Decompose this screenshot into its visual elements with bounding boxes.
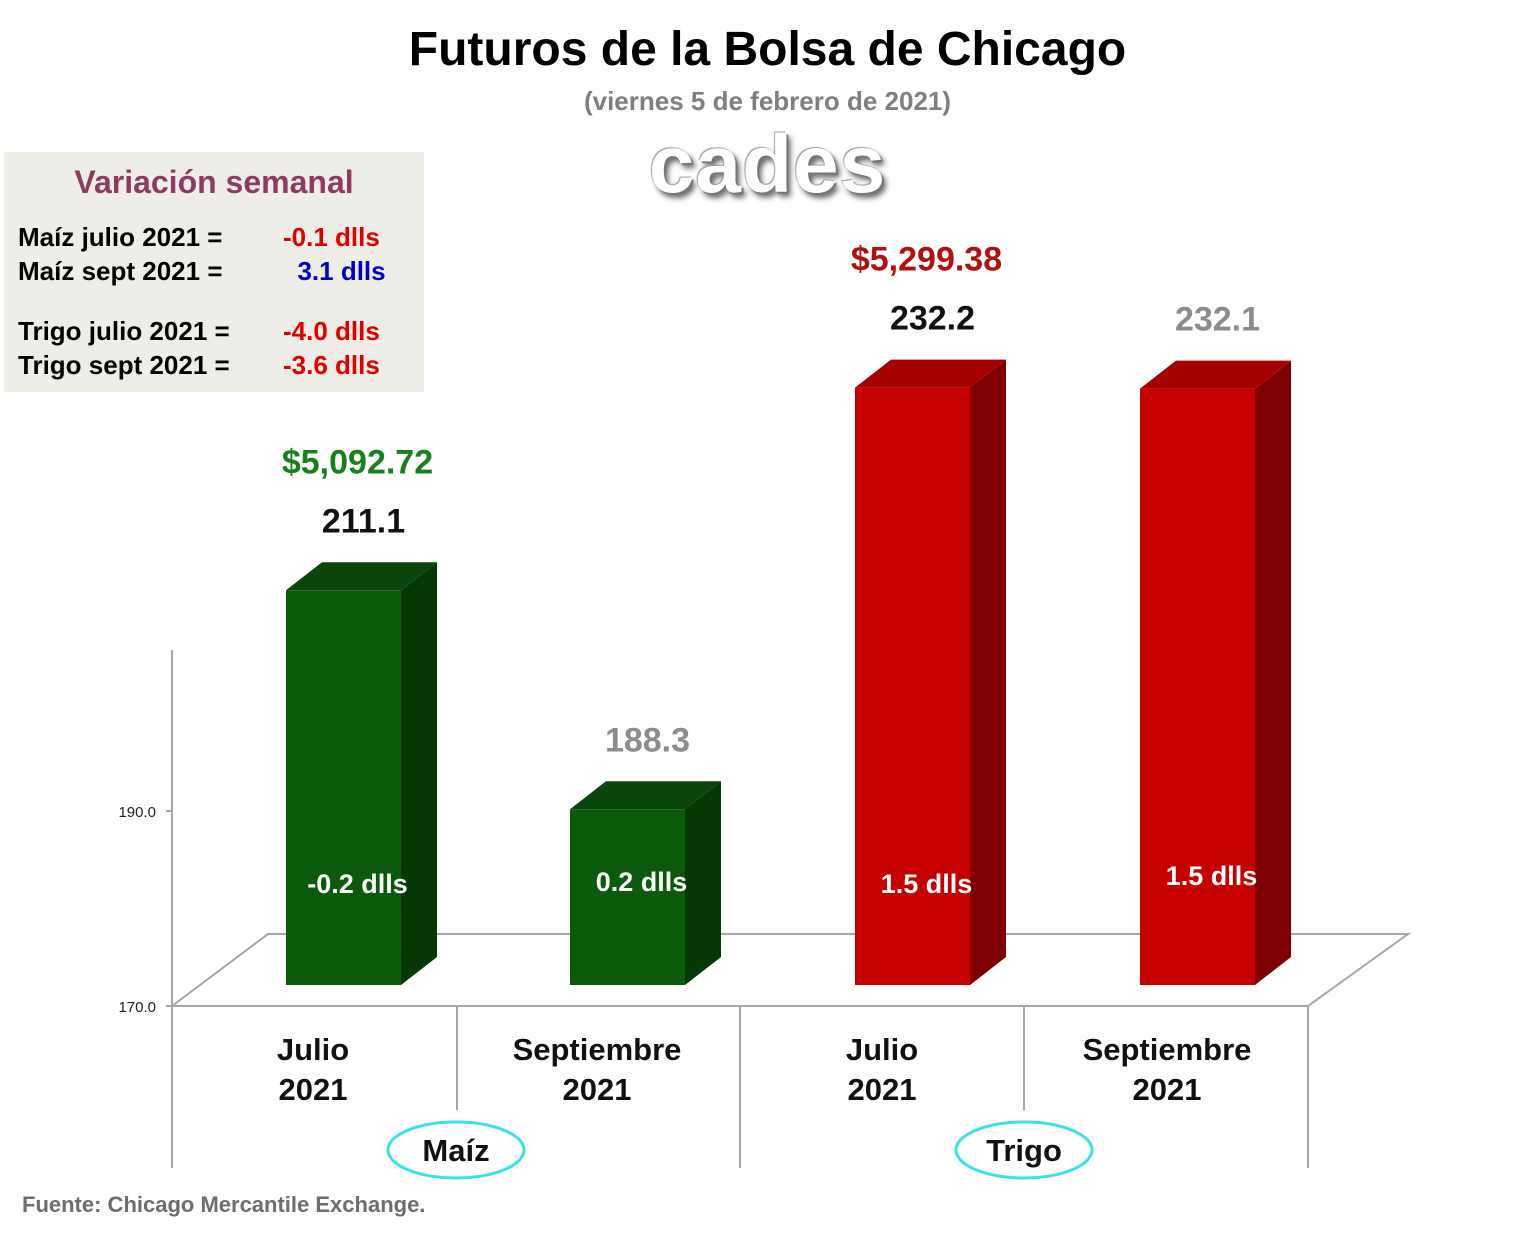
category-label: Julio	[846, 1032, 918, 1067]
group-oval	[954, 1120, 1094, 1180]
chart-subtitle: (viernes 5 de febrero de 2021)	[583, 86, 952, 116]
bar	[286, 590, 401, 985]
y-tick-label: 190.0	[118, 804, 156, 821]
bar-side	[1255, 360, 1291, 985]
group-label: Trigo	[986, 1133, 1062, 1168]
bar-inner-label: 1.5 dlls	[881, 869, 973, 899]
variation-label: Maíz julio 2021 =	[18, 222, 223, 252]
category-label: 2021	[279, 1072, 348, 1107]
category-label: 2021	[1133, 1072, 1202, 1107]
source-note: Fuente: Chicago Mercantile Exchange.	[22, 1192, 426, 1217]
cades-logo: cades	[648, 119, 887, 210]
bar-side	[685, 781, 721, 985]
variation-label: Maíz sept 2021 =	[18, 256, 223, 286]
group-oval	[386, 1120, 526, 1180]
variation-label: Trigo sept 2021 =	[18, 350, 230, 380]
bar-price-label: $5,092.72	[282, 443, 433, 481]
variation-row: Maíz sept 2021 = 3.1 dlls	[18, 256, 386, 287]
variation-value: 3.1 dlls	[283, 256, 386, 286]
bar-value-label: 232.2	[890, 300, 975, 338]
variation-label: Trigo julio 2021 =	[18, 316, 230, 346]
bar-value-label: 188.3	[605, 721, 690, 759]
category-label: 2021	[563, 1072, 632, 1107]
variation-value: -4.0 dlls	[283, 316, 380, 346]
y-tick-label: 170.0	[118, 999, 156, 1016]
variation-value: -3.6 dlls	[283, 350, 380, 380]
bar-top	[570, 781, 721, 810]
bar-inner-label: -0.2 dlls	[307, 869, 408, 899]
category-label: Julio	[277, 1032, 349, 1067]
category-label: Septiembre	[513, 1032, 682, 1067]
variation-row: Trigo sept 2021 = -3.6 dlls	[18, 350, 380, 381]
bar-price-label: $5,299.38	[851, 241, 1002, 279]
bar	[570, 809, 685, 985]
variation-row: Maíz julio 2021 = -0.1 dlls	[18, 222, 380, 253]
bar-value-label: 232.1	[1175, 301, 1260, 339]
bar	[855, 387, 970, 986]
group-label: Maíz	[422, 1133, 489, 1168]
bar-inner-label: 0.2 dlls	[596, 867, 688, 897]
bar-top	[855, 359, 1006, 388]
bar-top	[286, 562, 437, 591]
bar-inner-label: 1.5 dlls	[1166, 861, 1258, 891]
weekly-variation-title: Variación semanal	[74, 164, 354, 200]
weekly-variation-box: Variación semanal Maíz julio 2021 = -0.1…	[4, 152, 424, 392]
category-label: Septiembre	[1083, 1032, 1252, 1067]
variation-row: Trigo julio 2021 = -4.0 dlls	[18, 316, 380, 347]
category-label: 2021	[848, 1072, 917, 1107]
bar-side	[970, 359, 1006, 986]
bar-top	[1140, 360, 1291, 389]
bar-side	[401, 562, 437, 985]
bar-value-label: 211.1	[322, 502, 405, 540]
bar	[1140, 388, 1255, 985]
variation-value: -0.1 dlls	[283, 222, 380, 252]
chart-title: Futuros de la Bolsa de Chicago	[408, 23, 1127, 76]
